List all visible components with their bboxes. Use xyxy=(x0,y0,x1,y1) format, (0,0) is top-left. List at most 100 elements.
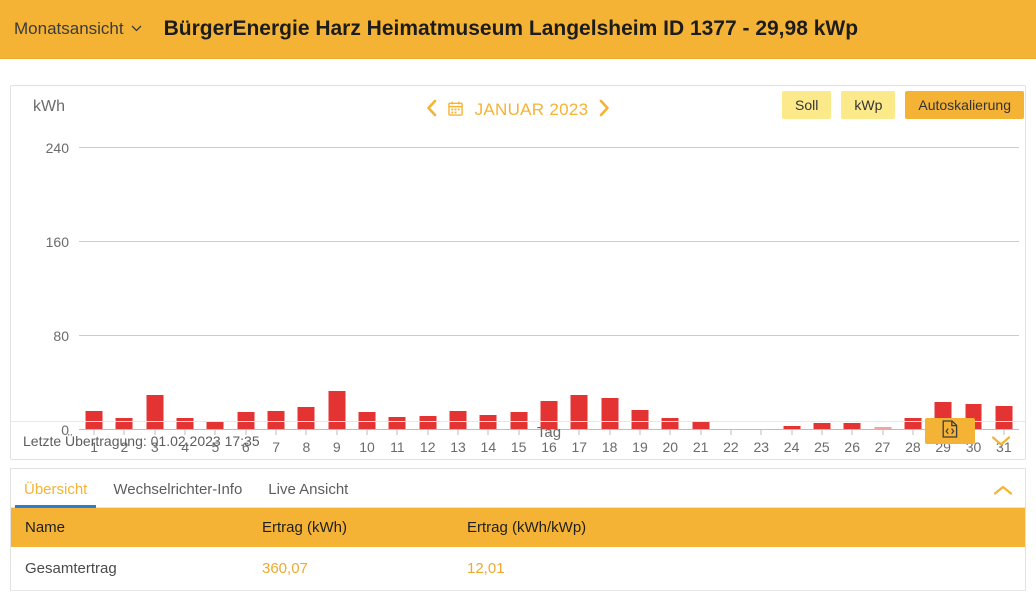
x-axis-tick xyxy=(609,430,611,435)
calendar-icon[interactable] xyxy=(447,101,463,120)
chart-bar[interactable] xyxy=(419,415,437,429)
tab-live-ansicht[interactable]: Live Ansicht xyxy=(268,481,349,498)
chart-bar[interactable] xyxy=(328,390,346,429)
view-selector-label: Monatsansicht xyxy=(14,19,124,38)
soll-button[interactable]: Soll xyxy=(782,91,832,119)
chart-bar[interactable] xyxy=(510,412,528,429)
chevron-down-icon xyxy=(131,24,142,35)
x-axis-tick-label: 4 xyxy=(181,439,190,455)
x-axis-tick xyxy=(518,430,520,435)
x-axis-tick-label: 11 xyxy=(390,439,405,455)
x-axis-tick xyxy=(821,430,823,435)
tab-bar: Übersicht Wechselrichter-Info Live Ansic… xyxy=(11,469,1025,508)
x-axis-tick-label: 13 xyxy=(450,439,466,455)
chart-option-buttons: Soll kWp Autoskalierung xyxy=(782,91,1024,119)
chart-bar[interactable] xyxy=(874,427,892,429)
details-card: Übersicht Wechselrichter-Info Live Ansic… xyxy=(10,468,1026,591)
x-axis-tick xyxy=(275,430,277,435)
chart-bar[interactable] xyxy=(904,417,922,429)
column-header-ertrag-kwh: Ertrag (kWh) xyxy=(248,508,453,547)
y-axis: 0 80 160 240 xyxy=(11,140,69,438)
gridline xyxy=(79,241,1019,242)
x-axis-tick xyxy=(548,430,550,435)
chart-bar[interactable] xyxy=(631,410,649,429)
chart-bar[interactable] xyxy=(267,410,285,429)
x-axis-tick xyxy=(305,430,307,435)
chart-bar[interactable] xyxy=(843,422,861,429)
x-axis-tick xyxy=(123,430,125,435)
chart-bar[interactable] xyxy=(146,394,164,429)
chart-bar[interactable] xyxy=(388,416,406,429)
table-header: Name Ertrag (kWh) Ertrag (kWh/kWp) xyxy=(11,508,1025,547)
chart-card: kWh JANUAR 2023 xyxy=(10,85,1026,460)
y-axis-tick-label: 80 xyxy=(53,328,69,344)
chart-toolbar: kWh JANUAR 2023 xyxy=(11,86,1025,126)
chart-bar[interactable] xyxy=(176,417,194,429)
chart-unit-label: kWh xyxy=(33,98,65,115)
x-axis-tick-label: 8 xyxy=(302,439,311,455)
x-axis-tick-label: 6 xyxy=(241,439,250,455)
chart-bar[interactable] xyxy=(206,421,224,429)
x-axis-tick xyxy=(336,430,338,435)
autoskalierung-button[interactable]: Autoskalierung xyxy=(905,91,1024,119)
x-axis-tick xyxy=(184,430,186,435)
chart-bar[interactable] xyxy=(995,406,1013,429)
last-transmission-label: Letzte Übertragung: 01.02.2023 17:35 xyxy=(23,432,260,449)
x-axis-tick xyxy=(154,430,156,435)
x-axis-tick-label: 28 xyxy=(905,439,921,455)
x-axis-tick-label: 26 xyxy=(844,439,861,455)
next-month-button[interactable] xyxy=(598,99,611,121)
x-axis-tick-label: 27 xyxy=(874,439,891,455)
current-month-label[interactable]: JANUAR 2023 xyxy=(474,100,589,119)
kwp-button[interactable]: kWp xyxy=(841,91,896,119)
x-axis-tick xyxy=(1003,430,1005,435)
x-axis-tick-label: 9 xyxy=(332,439,341,455)
x-axis-tick-label: 2 xyxy=(120,439,129,455)
app-header: Monatsansicht BürgerEnergie Harz Heimatm… xyxy=(0,0,1036,59)
x-axis-tick-label: 14 xyxy=(480,439,497,455)
x-axis-tick-label: 19 xyxy=(632,439,648,455)
chevron-down-icon[interactable] xyxy=(985,431,1017,451)
chart-bar[interactable] xyxy=(570,394,588,429)
column-header-name: Name xyxy=(11,508,248,547)
chart-bar[interactable] xyxy=(813,422,831,429)
cell-ertrag-kwh: 360,07 xyxy=(248,547,453,591)
gridline xyxy=(79,147,1019,148)
x-axis-tick-label: 17 xyxy=(571,439,588,455)
gridline xyxy=(79,335,1019,336)
x-axis-tick xyxy=(214,430,216,435)
x-axis-tick-label: 22 xyxy=(723,439,739,455)
x-axis-tick xyxy=(578,430,580,435)
chart-bar[interactable] xyxy=(85,411,103,429)
chart-bar[interactable] xyxy=(115,418,133,429)
overview-table: Name Ertrag (kWh) Ertrag (kWh/kWp) Gesam… xyxy=(11,508,1025,591)
x-axis-tick xyxy=(457,430,459,435)
chart-bar[interactable] xyxy=(783,426,801,429)
x-axis-tick-label: 15 xyxy=(510,439,527,455)
export-file-button[interactable] xyxy=(925,417,975,444)
previous-month-button[interactable] xyxy=(425,99,438,121)
cell-name: Gesamtertrag xyxy=(11,547,248,591)
chart-bar[interactable] xyxy=(297,407,315,429)
x-axis-tick xyxy=(427,430,429,435)
tab-uebersicht[interactable]: Übersicht xyxy=(11,481,100,508)
tab-wechselrichter-info[interactable]: Wechselrichter-Info xyxy=(113,481,243,498)
x-axis-tick-label: 24 xyxy=(783,439,800,455)
x-axis-tick xyxy=(396,430,398,435)
chevron-up-icon[interactable] xyxy=(981,481,1025,507)
x-axis-tick xyxy=(730,430,732,435)
header-spacer xyxy=(0,59,1036,85)
x-axis-tick xyxy=(669,430,671,435)
column-header-ertrag-kwh-kwp: Ertrag (kWh/kWp) xyxy=(453,508,1025,547)
chart-bar[interactable] xyxy=(449,411,467,429)
export-file-icon xyxy=(942,420,958,441)
chart-footer-actions xyxy=(925,417,1025,454)
chart-bar[interactable] xyxy=(358,412,376,429)
x-axis-tick-label: 1 xyxy=(90,439,99,455)
view-selector-dropdown[interactable]: Monatsansicht xyxy=(14,19,142,39)
chart-bar[interactable] xyxy=(237,412,255,429)
chart-bar[interactable] xyxy=(661,417,679,429)
x-axis-tick-label: 16 xyxy=(541,439,557,455)
chart-bar[interactable] xyxy=(692,421,710,429)
x-axis-tick-label: 12 xyxy=(419,439,436,455)
